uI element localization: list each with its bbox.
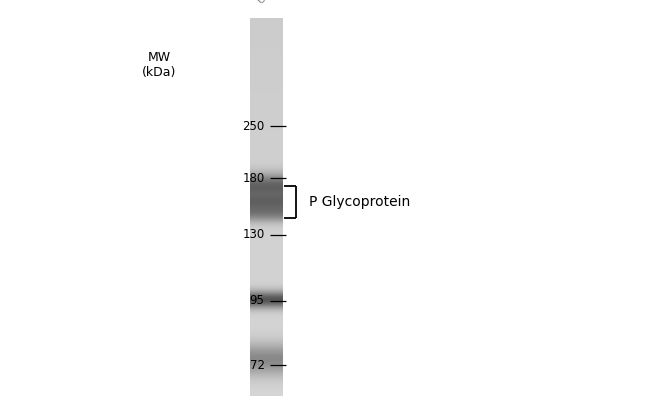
Text: 72: 72: [250, 359, 265, 372]
Text: P Glycoprotein: P Glycoprotein: [309, 195, 410, 209]
Text: Unboiled HepG2: Unboiled HepG2: [256, 0, 328, 6]
Text: 250: 250: [242, 120, 265, 133]
Text: 130: 130: [242, 228, 265, 241]
Text: 95: 95: [250, 294, 265, 307]
Text: MW
(kDa): MW (kDa): [142, 51, 176, 79]
Text: 180: 180: [242, 172, 265, 185]
